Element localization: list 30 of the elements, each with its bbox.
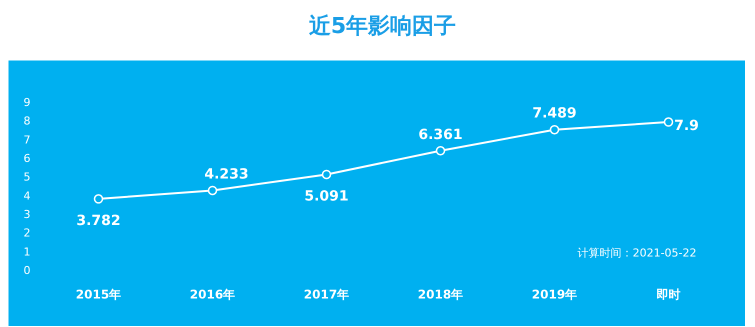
y-tick-label: 9	[24, 96, 30, 109]
x-tick-label: 2017年	[304, 288, 350, 302]
y-tick-label: 6	[24, 152, 30, 165]
point	[664, 117, 674, 127]
point	[322, 170, 332, 180]
x-tick-label: 即时	[656, 288, 680, 302]
y-tick-label: 0	[24, 264, 30, 277]
y-tick-label: 1	[24, 245, 30, 258]
data-label: 3.782	[76, 212, 121, 229]
annotation: 计算时间：2021-05-22	[578, 246, 697, 260]
x-tick-label: 2015年	[76, 288, 122, 302]
data-label: 4.233	[204, 166, 249, 182]
point	[436, 146, 446, 156]
y-tick-label: 3	[24, 208, 30, 221]
point	[208, 186, 218, 196]
data-label: 5.091	[304, 188, 349, 204]
y-tick-label: 7	[24, 133, 30, 146]
x-tick-label: 2016年	[190, 288, 236, 302]
data-label: 6.361	[418, 126, 463, 143]
x-tick-label: 2019年	[532, 288, 578, 302]
chart-title: 近5年影响因子	[308, 13, 456, 41]
point	[94, 194, 104, 204]
y-tick-label: 5	[24, 170, 30, 184]
data-label: 7.489	[532, 106, 577, 122]
y-tick-label: 4	[24, 189, 30, 202]
x-tick-label: 2018年	[418, 288, 464, 302]
data-label: 7.9	[674, 118, 699, 134]
y-tick-label: 2	[24, 226, 30, 240]
y-tick-label: 8	[24, 114, 30, 128]
point	[550, 124, 560, 134]
